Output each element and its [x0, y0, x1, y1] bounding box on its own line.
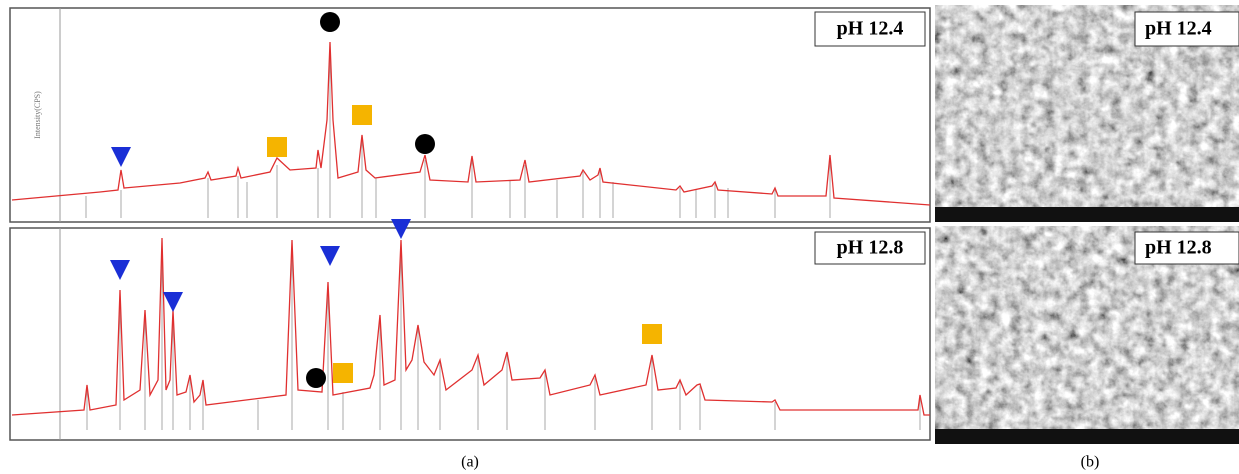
sem-image-bottom — [935, 226, 1239, 444]
image-tag: pH 12.8 — [1145, 237, 1212, 259]
plot-tag: pH 12.8 — [837, 237, 904, 259]
plot-tag: pH 12.4 — [837, 18, 904, 40]
y-axis-label: Intensity(CPS) — [33, 91, 42, 139]
xrd-plot-top — [9, 7, 931, 223]
panel-label: (b) — [1081, 454, 1100, 471]
panel-label: (a) — [461, 454, 479, 471]
sem-image-top — [935, 5, 1239, 222]
image-tag: pH 12.4 — [1145, 18, 1212, 40]
xrd-plot-bottom — [9, 219, 931, 441]
